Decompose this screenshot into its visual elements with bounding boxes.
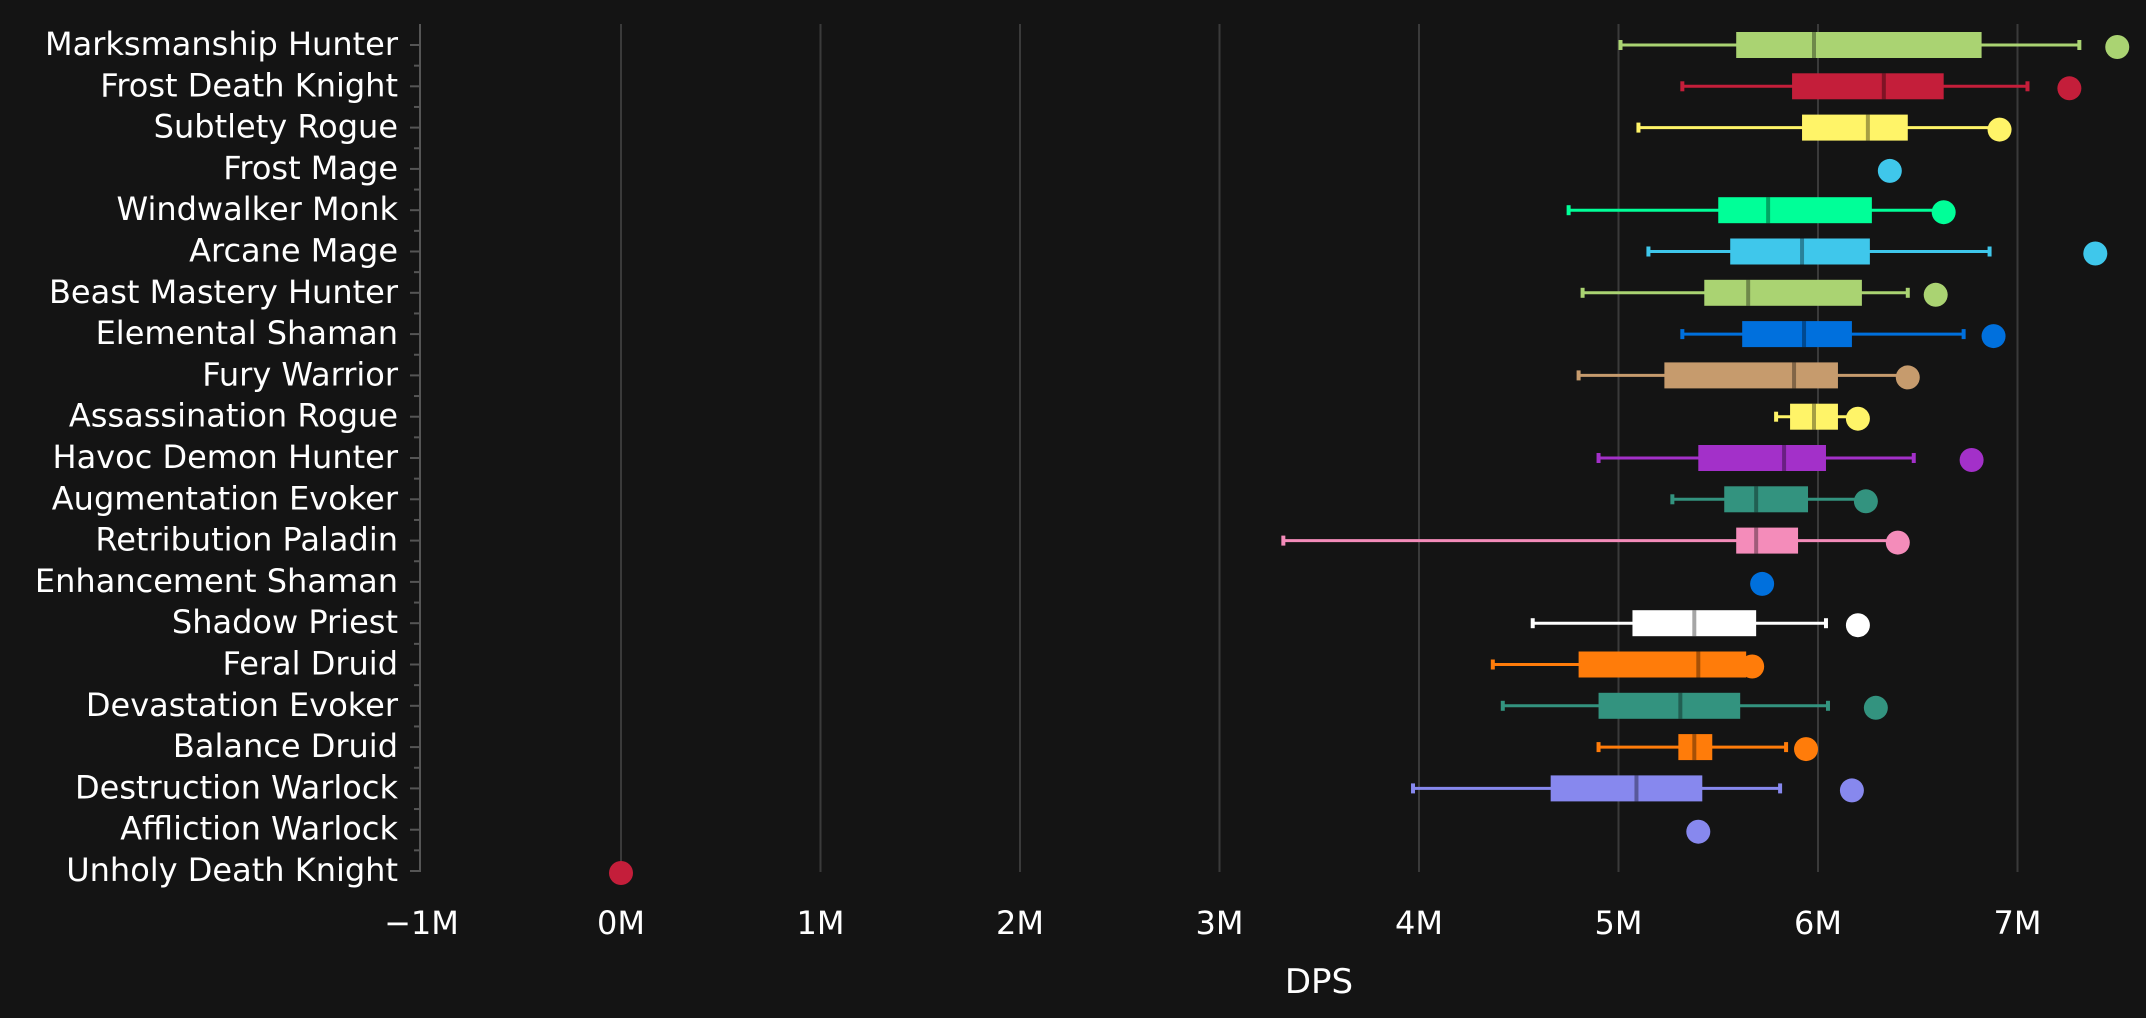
x-tick-label: 5M xyxy=(1595,904,1643,942)
box-enhancement-shaman xyxy=(1750,571,1775,596)
outlier-point xyxy=(1987,117,2012,142)
box-subtlety-rogue xyxy=(1636,114,2012,142)
category-label: Frost Mage xyxy=(223,149,398,187)
iqr-box xyxy=(1792,73,1944,100)
outlier-point xyxy=(1885,530,1910,555)
category-label: Shadow Priest xyxy=(172,603,398,641)
box-devastation-evoker xyxy=(1500,692,1888,720)
x-tick-label: 4M xyxy=(1395,904,1443,942)
category-label: Affliction Warlock xyxy=(120,810,398,848)
outlier-point xyxy=(1959,448,1984,472)
outlier-point xyxy=(2057,76,2082,101)
y-axis xyxy=(410,24,421,872)
iqr-box xyxy=(1742,321,1852,348)
category-label: Subtlety Rogue xyxy=(154,108,398,146)
iqr-box xyxy=(1736,32,1982,58)
outlier-point xyxy=(1845,406,1870,431)
category-label: Retribution Paladin xyxy=(95,521,398,559)
box-destruction-warlock xyxy=(1411,775,1864,803)
outlier-point xyxy=(2083,241,2108,266)
category-label: Destruction Warlock xyxy=(75,768,398,806)
outlier-point xyxy=(1853,489,1878,514)
iqr-box xyxy=(1790,403,1838,430)
category-label: Arcane Mage xyxy=(189,232,398,270)
x-tick-label: 6M xyxy=(1794,904,1842,942)
box-unholy-death-knight xyxy=(609,861,633,885)
x-tick-label: 2M xyxy=(996,904,1044,942)
grid-layer xyxy=(620,24,2019,872)
outlier-point xyxy=(1740,654,1765,679)
x-axis-title: DPS xyxy=(1285,962,1353,1002)
box-frost-mage xyxy=(1877,158,1902,183)
category-label: Balance Druid xyxy=(173,727,398,765)
box-frost-death-knight xyxy=(1680,73,2082,101)
outlier-point xyxy=(1877,158,1902,183)
category-label: Fury Warrior xyxy=(202,355,399,393)
box-feral-druid xyxy=(1490,651,1765,679)
iqr-box xyxy=(1598,692,1741,719)
category-label: Frost Death Knight xyxy=(100,66,398,104)
category-label: Feral Druid xyxy=(223,645,398,683)
iqr-box xyxy=(1718,197,1872,224)
category-label: Unholy Death Knight xyxy=(66,851,398,889)
outlier-point xyxy=(1895,365,1920,390)
iqr-box xyxy=(1698,445,1826,471)
box-assassination-rogue xyxy=(1774,403,1870,431)
x-tick-label: 7M xyxy=(1994,904,2042,942)
category-label: Elemental Shaman xyxy=(96,314,398,352)
iqr-box xyxy=(1578,651,1747,678)
category-label: Enhancement Shaman xyxy=(35,562,398,600)
box-elemental-shaman xyxy=(1680,321,2006,349)
outlier-point xyxy=(2105,35,2130,59)
box-havoc-demon-hunter xyxy=(1596,445,1984,472)
category-label: Marksmanship Hunter xyxy=(45,25,399,63)
box-beast-mastery-hunter xyxy=(1580,279,1948,307)
outlier-point xyxy=(1845,613,1870,638)
box-balance-druid xyxy=(1596,734,1819,762)
outlier-point xyxy=(1686,819,1711,844)
x-tick-label: 3M xyxy=(1196,904,1244,942)
outlier-point xyxy=(1750,571,1775,596)
iqr-box xyxy=(1632,610,1757,637)
x-tick-label: 1M xyxy=(797,904,845,942)
iqr-box xyxy=(1664,362,1838,389)
x-tick-label: 0M xyxy=(597,904,645,942)
iqr-box xyxy=(1678,734,1713,761)
iqr-box xyxy=(1736,527,1799,554)
category-label: Devastation Evoker xyxy=(86,686,399,724)
outlier-point xyxy=(1839,778,1864,803)
outlier-point xyxy=(609,861,633,885)
iqr-box xyxy=(1730,238,1870,265)
x-axis-ticks: −1M 0M 1M 2M 3M 4M 5M 6M 7M xyxy=(384,904,2041,942)
iqr-box xyxy=(1550,775,1703,802)
box-fury-warrior xyxy=(1576,362,1920,390)
category-label: Assassination Rogue xyxy=(69,397,398,435)
outlier-point xyxy=(1981,324,2006,349)
box-windwalker-monk xyxy=(1566,197,1956,225)
box-shadow-priest xyxy=(1530,610,1870,638)
box-marksmanship-hunter xyxy=(1618,32,2130,59)
boxes-layer xyxy=(609,32,2130,885)
box-arcane-mage xyxy=(1646,238,2108,266)
iqr-box xyxy=(1724,486,1809,513)
outlier-point xyxy=(1794,737,1819,762)
category-label: Beast Mastery Hunter xyxy=(49,273,399,311)
category-label: Augmentation Evoker xyxy=(52,479,399,517)
outlier-point xyxy=(1923,282,1948,307)
iqr-box xyxy=(1704,279,1862,306)
outlier-point xyxy=(1863,695,1888,720)
iqr-box xyxy=(1802,114,1908,141)
box-affliction-warlock xyxy=(1686,819,1711,844)
x-tick-label: −1M xyxy=(384,904,459,942)
category-label: Windwalker Monk xyxy=(117,190,399,228)
outlier-point xyxy=(1931,200,1956,225)
category-label: Havoc Demon Hunter xyxy=(53,438,399,476)
box-augmentation-evoker xyxy=(1670,486,1878,514)
box-retribution-paladin xyxy=(1281,527,1910,555)
